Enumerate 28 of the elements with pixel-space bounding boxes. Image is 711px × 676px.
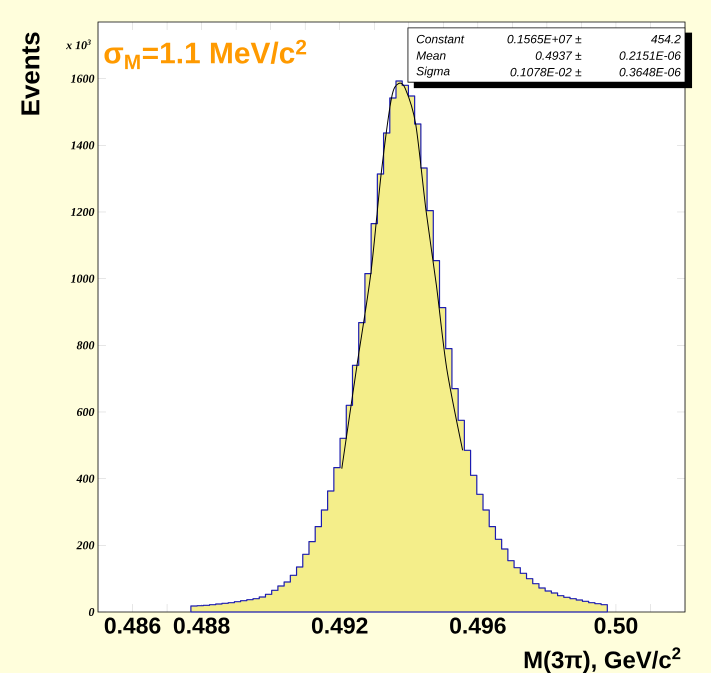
annotation: 0.4937 ± <box>536 51 582 60</box>
x-tick-label: 0.486 <box>104 617 160 634</box>
annotation: σ$_{M}$=1.1 MeV/c$^{2}$ <box>104 40 306 69</box>
annotation: 0.2151E-06 <box>620 51 681 60</box>
annotation: 0.1565E+07 ± <box>507 34 582 44</box>
x-tick-label: 0.50 <box>594 617 638 634</box>
y-tick-label: 1200 <box>70 208 94 216</box>
y-tick-label: 1600 <box>70 74 94 83</box>
text: x 10$^{3}$ <box>66 39 91 50</box>
annotation: 0.3648E-06 <box>620 68 681 76</box>
y-tick-label: 200 <box>76 541 94 550</box>
y-tick-label: 800 <box>76 341 94 350</box>
annotation: 454.2 <box>651 34 681 44</box>
annotation: Sigma <box>416 66 450 78</box>
y-tick-label: 1400 <box>70 141 94 150</box>
annotation: Constant <box>416 34 464 44</box>
x-axis-title: M(3π), GeV/c$^{2}$ <box>524 647 680 673</box>
y-tick-label: 600 <box>76 408 94 416</box>
annotation: Mean <box>416 51 446 60</box>
x-tick-label: 0.492 <box>312 617 368 634</box>
y-axis-title: Events <box>21 32 40 114</box>
y-tick-label: 400 <box>76 474 94 483</box>
y-tick-label: 0 <box>88 608 94 616</box>
x-tick-label: 0.496 <box>450 617 506 634</box>
annotation: 0.1078E-02 ± <box>510 68 582 76</box>
y-tick-label: 1000 <box>70 274 94 283</box>
line-series <box>341 82 464 469</box>
x-tick-label: 0.488 <box>174 617 230 634</box>
